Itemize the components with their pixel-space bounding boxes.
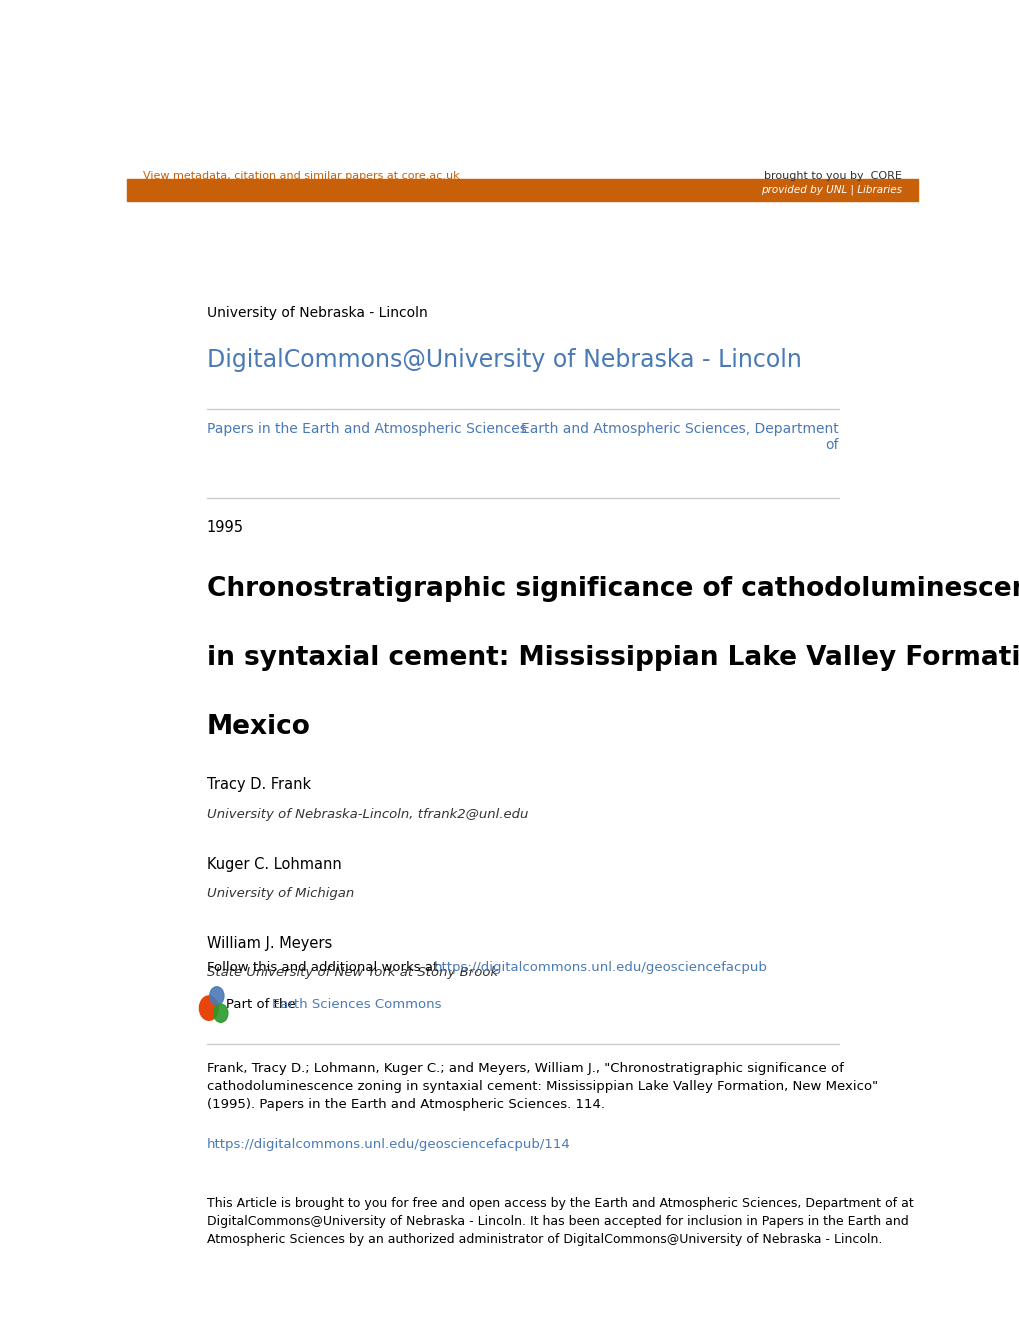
Text: https://digitalcommons.unl.edu/geosciencefacpub/114: https://digitalcommons.unl.edu/geoscienc… [206, 1138, 570, 1151]
Text: Mexico: Mexico [206, 714, 310, 741]
Bar [127, 178, 917, 201]
Text: Frank, Tracy D.; Lohmann, Kuger C.; and Meyers, William J., "Chronostratigraphic: Frank, Tracy D.; Lohmann, Kuger C.; and … [206, 1063, 876, 1111]
Text: University of Michigan: University of Michigan [206, 887, 354, 900]
Text: Follow this and additional works at:: Follow this and additional works at: [206, 961, 446, 974]
Circle shape [210, 987, 224, 1005]
Text: 1995: 1995 [206, 520, 244, 535]
Text: View metadata, citation and similar papers at core.ac.uk: View metadata, citation and similar pape… [143, 170, 460, 181]
Text: William J. Meyers: William J. Meyers [206, 936, 331, 950]
Text: DigitalCommons@University of Nebraska - Lincoln: DigitalCommons@University of Nebraska - … [206, 348, 801, 372]
Text: Papers in the Earth and Atmospheric Sciences: Papers in the Earth and Atmospheric Scie… [206, 421, 526, 436]
Text: University of Nebraska-Lincoln, tfrank2@unl.edu: University of Nebraska-Lincoln, tfrank2@… [206, 808, 528, 821]
Text: Part of the: Part of the [226, 998, 300, 1011]
Text: brought to you by  CORE: brought to you by CORE [763, 170, 902, 181]
Text: Kuger C. Lohmann: Kuger C. Lohmann [206, 857, 341, 871]
Text: https://digitalcommons.unl.edu/geosciencefacpub: https://digitalcommons.unl.edu/geoscienc… [433, 961, 766, 974]
Text: This Article is brought to you for free and open access by the Earth and Atmosph: This Article is brought to you for free … [206, 1197, 912, 1246]
Text: Earth and Atmospheric Sciences, Department
of: Earth and Atmospheric Sciences, Departme… [521, 421, 839, 451]
Text: State University of New York at Stony Brook: State University of New York at Stony Br… [206, 966, 497, 979]
Text: provided by UNL | Libraries: provided by UNL | Libraries [760, 185, 902, 195]
Text: Chronostratigraphic significance of cathodoluminescence zoning: Chronostratigraphic significance of cath… [206, 576, 1019, 602]
Circle shape [213, 1005, 227, 1022]
Text: Tracy D. Frank: Tracy D. Frank [206, 777, 311, 792]
Text: in syntaxial cement: Mississippian Lake Valley Formation, New: in syntaxial cement: Mississippian Lake … [206, 645, 1019, 672]
Text: University of Nebraska - Lincoln: University of Nebraska - Lincoln [206, 306, 427, 319]
Circle shape [200, 995, 218, 1020]
Text: Earth Sciences Commons: Earth Sciences Commons [272, 998, 441, 1011]
